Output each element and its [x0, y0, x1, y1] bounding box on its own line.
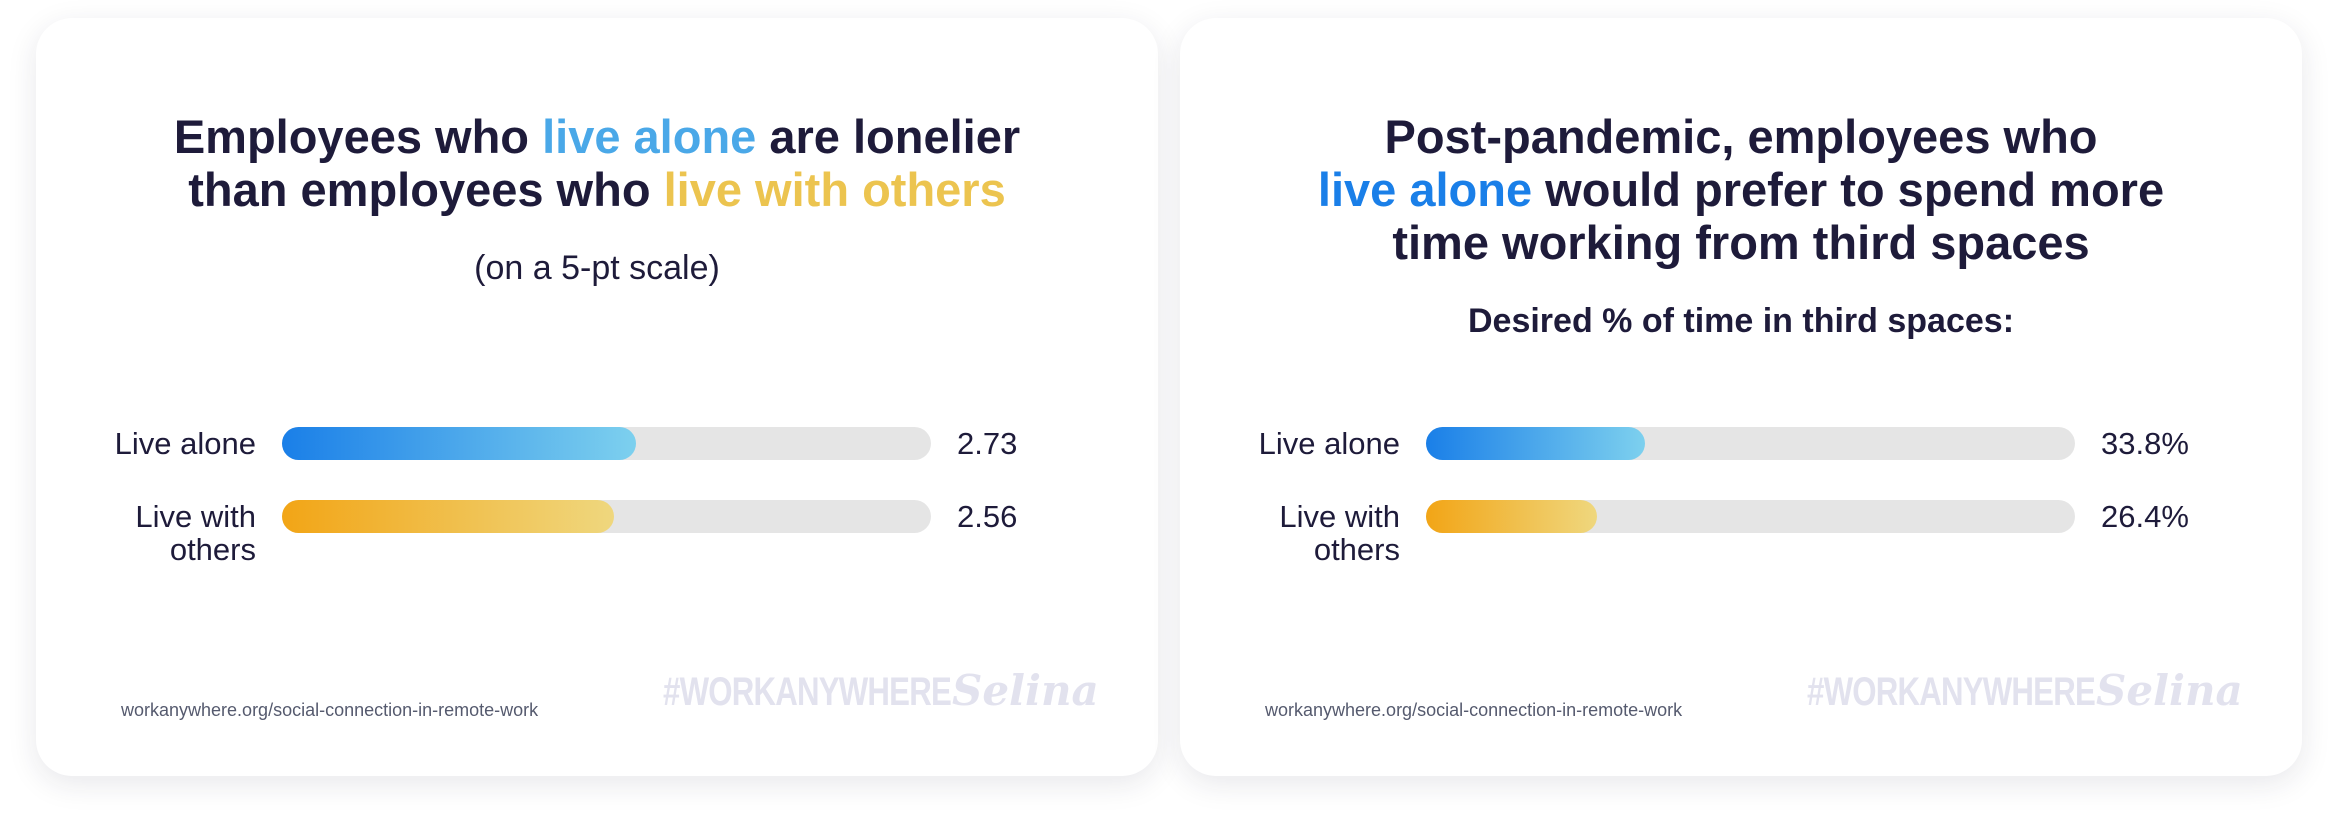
title-line: than employees who live with others [36, 163, 1158, 217]
category-label: Live alone [114, 426, 256, 461]
chart-card: Employees who live alone are lonelier tha… [36, 18, 1158, 776]
bar [282, 427, 637, 460]
source-url: workanywhere.org/social-connection-in-re… [1265, 700, 1683, 720]
value-label: 33.8% [2101, 426, 2189, 461]
title-segment: Employees who [173, 110, 543, 163]
source-url: workanywhere.org/social-connection-in-re… [121, 700, 539, 720]
title-segment: than employees who [188, 163, 664, 216]
category-label: Live alone [1258, 426, 1400, 461]
title-segment: time working from third spaces [1392, 216, 2090, 269]
value-label: 2.73 [957, 426, 1018, 461]
hashtag: #WORKANYWHERE [1807, 670, 2096, 714]
title-line: live alone would prefer to spend more [1180, 163, 2302, 217]
title-segment: live alone [1317, 163, 1533, 216]
category-label: Live with others [1279, 499, 1400, 567]
subtitle: Desired % of time in third spaces: [1467, 302, 2015, 340]
bar [282, 500, 615, 533]
bar [1426, 500, 1598, 533]
brand-logo: Selina [2096, 666, 2243, 715]
title-line: time working from third spaces [1180, 216, 2302, 270]
title-line: Employees who live alone are lonelier [36, 110, 1158, 164]
title-segment: live with others [663, 163, 1006, 216]
title-segment: Post-pandemic, employees who [1384, 110, 2098, 163]
title-segment: are lonelier [756, 110, 1021, 163]
title-segment: live alone [542, 110, 757, 163]
brand-logo: Selina [952, 666, 1099, 715]
hashtag: #WORKANYWHERE [663, 670, 952, 714]
category-label: Live with others [135, 499, 256, 567]
title-line: Post-pandemic, employees who [1180, 110, 2302, 164]
title-segment: would prefer to spend more [1532, 163, 2165, 216]
value-label: 26.4% [2101, 499, 2189, 534]
chart-card: Post-pandemic, employees who live alone w… [1180, 18, 2302, 776]
subtitle: (on a 5-pt scale) [474, 249, 720, 287]
bar [1426, 427, 1646, 460]
value-label: 2.56 [957, 499, 1018, 534]
